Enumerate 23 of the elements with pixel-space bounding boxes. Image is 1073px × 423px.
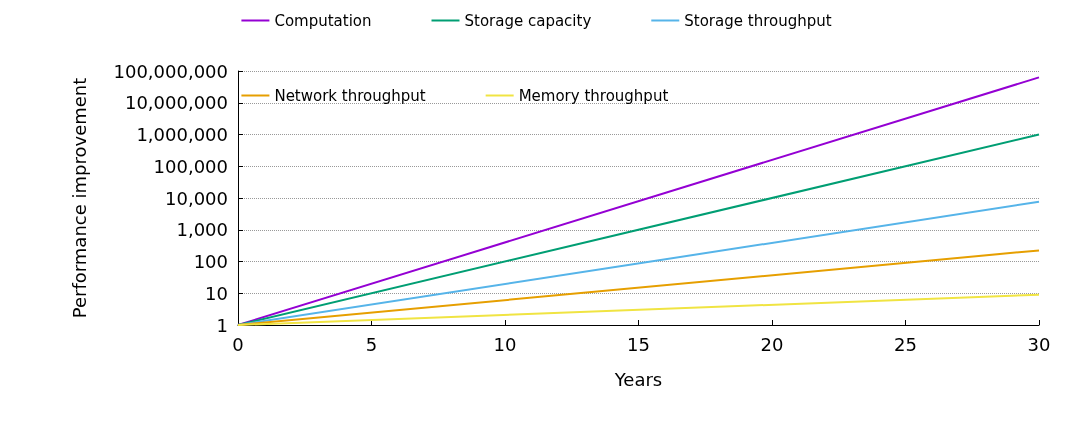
legend-label: Storage throughput bbox=[684, 11, 832, 30]
x-tick-label: 30 bbox=[1027, 333, 1051, 355]
y-tick-label: 10 bbox=[205, 282, 228, 304]
y-tick-label: 10,000,000 bbox=[124, 92, 228, 114]
x-tick-label: 10 bbox=[493, 333, 517, 355]
y-tick-label: 1,000 bbox=[176, 219, 228, 241]
legend-label: Memory throughput bbox=[518, 86, 669, 105]
x-axis-title: Years bbox=[613, 368, 663, 390]
y-tick-label: 1 bbox=[216, 314, 228, 336]
y-axis-title: Performance improvement bbox=[68, 77, 90, 319]
y-tick-label: 10,000 bbox=[165, 187, 228, 209]
legend-label: Network throughput bbox=[274, 86, 426, 105]
y-tick-label: 1,000,000 bbox=[136, 124, 228, 145]
x-tick-label: 20 bbox=[760, 333, 784, 355]
x-tick-label: 25 bbox=[894, 333, 917, 355]
x-tick-label: 0 bbox=[232, 333, 244, 355]
y-tick-label: 100 bbox=[193, 251, 228, 272]
x-tick-label: 5 bbox=[365, 333, 378, 355]
legend-label: Computation bbox=[274, 11, 372, 30]
y-tick-label: 100,000,000 bbox=[113, 60, 228, 82]
y-tick-label: 100,000 bbox=[153, 155, 228, 177]
x-tick-label: 15 bbox=[627, 333, 650, 355]
legend-label: Storage capacity bbox=[464, 11, 592, 30]
